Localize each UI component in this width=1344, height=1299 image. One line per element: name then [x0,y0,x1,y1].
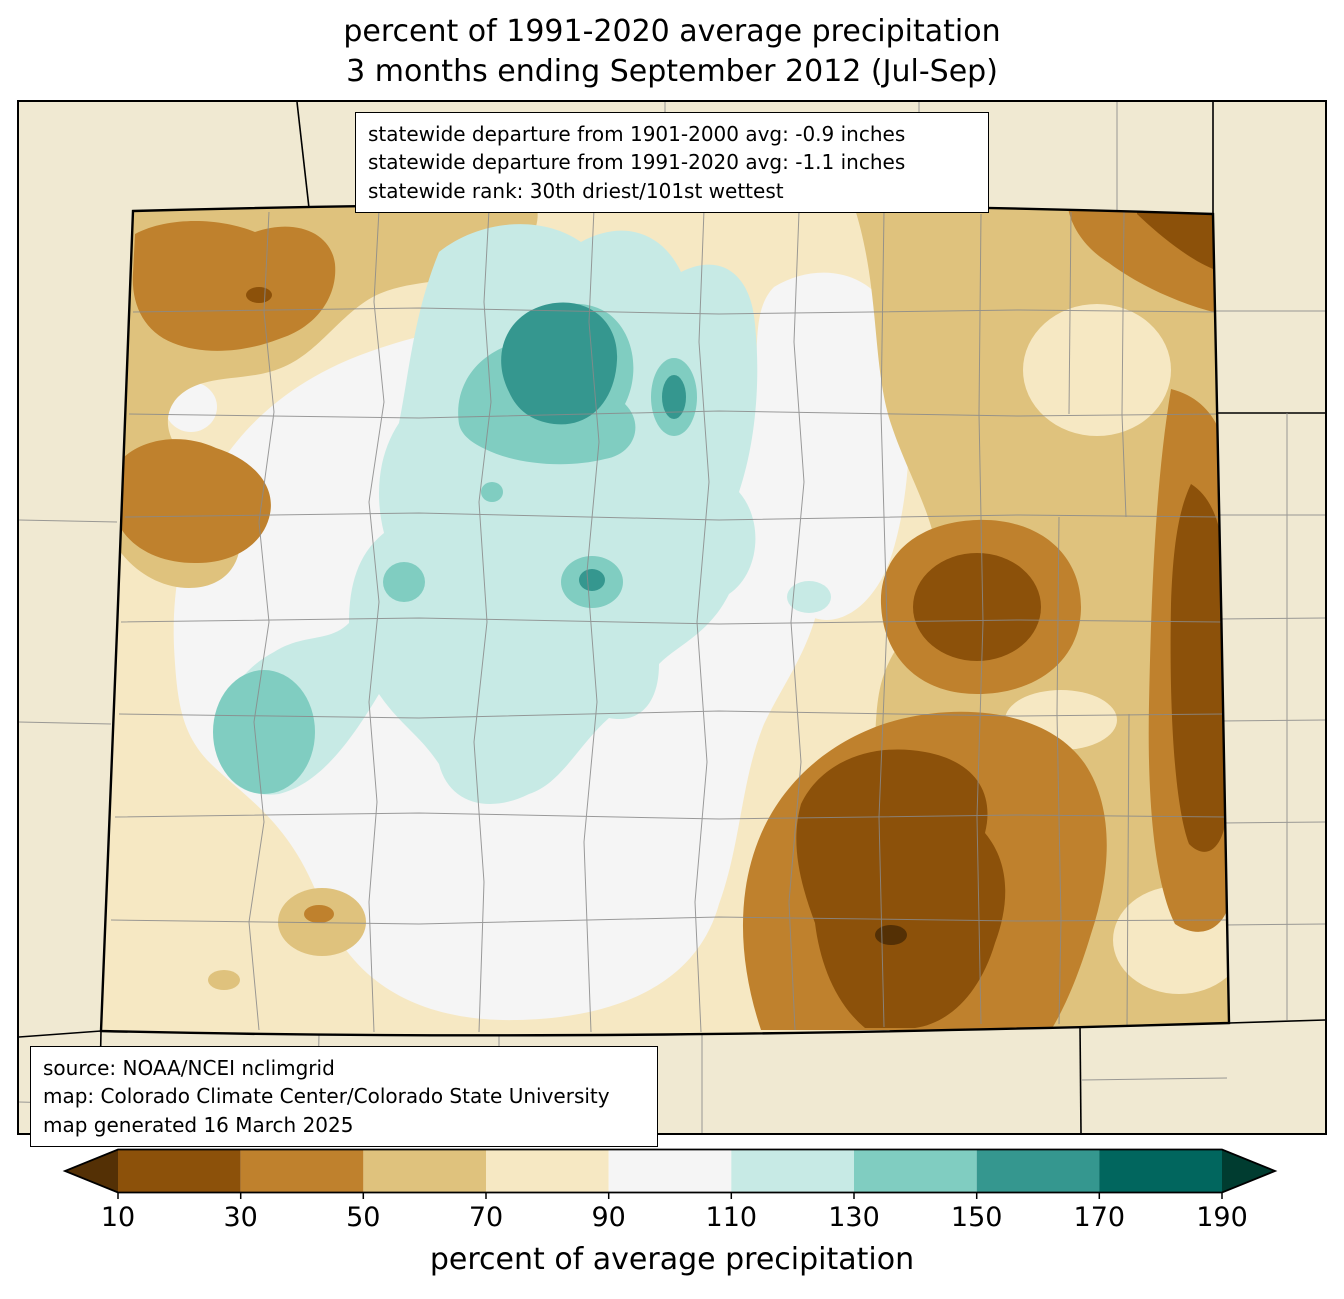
colorbar-tick-130: 130 [828,1202,880,1233]
colorbar-tick-90: 90 [591,1202,626,1233]
colorbar-tick-marks [117,1192,1223,1199]
figure-title-line2: 3 months ending September 2012 (Jul-Sep) [346,54,998,89]
colorbar-bin-7 [976,1149,1100,1193]
colorbar-svg [62,1148,1278,1199]
map-frame [17,100,1327,1135]
generated-date-line: map generated 16 March 2025 [43,1112,354,1137]
colorbar-tick-170: 170 [1073,1202,1126,1233]
colorbar-bin-8 [1099,1149,1222,1193]
stats-line-1901-2000: statewide departure from 1901-2000 avg: … [368,122,906,146]
colorbar-bin-2 [363,1149,486,1193]
colorbar-bin-3 [486,1149,609,1193]
statewide-stats-box: statewide departure from 1901-2000 avg: … [355,112,989,214]
colorbar [60,1148,1284,1206]
colorbar-axis-label: percent of average precipitation [429,1242,915,1277]
regions-150-170 [501,302,686,591]
colorbar-over-arrow [1222,1149,1275,1193]
colorbar-bin-5 [731,1149,854,1193]
colorbar-bin-6 [854,1149,977,1193]
colorado-precipitation-map [19,102,1325,1133]
source-line: source: NOAA/NCEI nclimgrid [43,1056,335,1080]
colorbar-tick-50: 50 [346,1202,381,1233]
figure-title-line1: percent of 1991-2020 average precipitati… [343,14,1001,49]
colorbar-bin-0 [118,1149,241,1193]
stats-line-1991-2020: statewide departure from 1991-2020 avg: … [368,150,906,175]
stats-line-rank: statewide rank: 30th driest/101st wettes… [368,178,784,203]
colorbar-under-arrow [65,1149,118,1193]
colorbar-tick-30: 30 [223,1202,258,1233]
county-lines [110,208,1229,1033]
colorbar-tick-190: 190 [1196,1202,1248,1233]
colorbar-tick-150: 150 [950,1202,1003,1233]
regions-under-10 [875,925,907,945]
map-credit-line: map: Colorado Climate Center/Colorado St… [43,1084,610,1109]
colorbar-tick-10: 10 [100,1202,136,1233]
figure-title: percent of 1991-2020 average precipitati… [0,12,1344,92]
source-attribution-box: source: NOAA/NCEI nclimgrid map: Colorad… [30,1046,658,1148]
colorbar-bin-1 [240,1149,364,1193]
colorbar-tick-70: 70 [468,1202,504,1233]
colorbar-bin-4 [608,1149,732,1193]
colorbar-tick-110: 110 [705,1202,758,1233]
